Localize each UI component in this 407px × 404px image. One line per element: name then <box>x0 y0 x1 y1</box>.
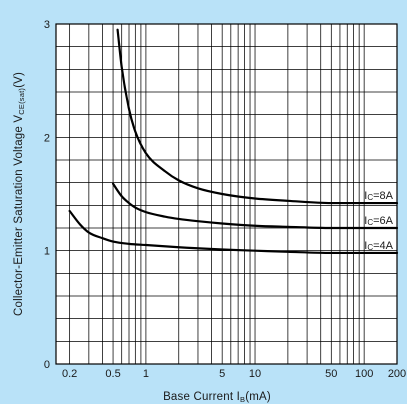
x-tick-label: 0.2 <box>62 368 77 380</box>
y-tick-labels: 0 1 2 3 <box>44 19 50 371</box>
y-tick-label: 1 <box>44 246 50 258</box>
series-label-main: I <box>364 240 367 252</box>
series-line-1 <box>116 28 399 205</box>
y-axis-label-unit: (V) <box>13 72 25 88</box>
x-axis-label-unit: (mA) <box>245 391 271 403</box>
series-label-sub: C <box>367 193 373 202</box>
series-label-3: IC=4A <box>364 240 393 252</box>
grid <box>56 24 397 364</box>
series-label-value: =4A <box>373 240 394 252</box>
series-line-2 <box>111 182 399 230</box>
x-tick-label: 50 <box>325 368 337 380</box>
x-axis-label-sub: B <box>240 395 245 404</box>
y-axis-label: Collector-Emitter Saturation Voltage VCE… <box>13 72 26 316</box>
series-label-1: IC=8A <box>364 190 393 202</box>
x-axis-label-main: Base Current I <box>163 391 240 403</box>
y-tick-label: 2 <box>44 132 50 144</box>
x-axis-label: Base Current IB(mA) <box>163 391 271 404</box>
series-label-value: =6A <box>373 215 394 227</box>
x-tick-label: 0.5 <box>105 368 120 380</box>
plot-frame <box>55 23 398 365</box>
series-line-3 <box>68 209 399 255</box>
y-axis-label-main: Collector-Emitter Saturation Voltage V <box>13 115 25 316</box>
series-label-2: IC=6A <box>364 215 393 227</box>
curves <box>68 28 399 255</box>
series-label-main: I <box>364 190 367 202</box>
series-label-value: =8A <box>373 190 394 202</box>
series-label-main: I <box>364 215 367 227</box>
x-tick-label: 5 <box>219 368 225 380</box>
x-tick-label: 100 <box>355 368 373 380</box>
x-tick-label: 1 <box>143 368 149 380</box>
series-label-sub: C <box>367 218 373 227</box>
x-tick-label: 200 <box>388 368 406 380</box>
y-tick-label: 3 <box>44 19 50 31</box>
x-tick-label: 10 <box>249 368 261 380</box>
series-label-sub: C <box>367 243 373 252</box>
y-axis-label-sub: CE(sat) <box>17 88 26 115</box>
y-tick-label: 0 <box>44 359 50 371</box>
x-tick-labels: 0.2 0.5 1 5 10 50 100 200 <box>62 368 406 380</box>
